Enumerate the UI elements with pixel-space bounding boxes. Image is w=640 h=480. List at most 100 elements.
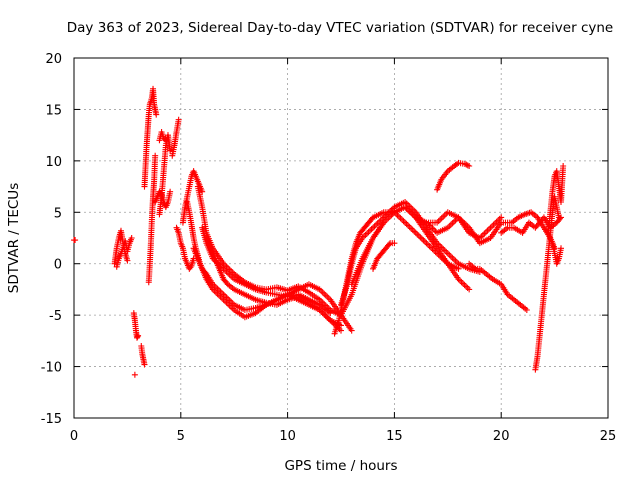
data-point [452,257,459,264]
data-point [141,361,148,368]
data-point [414,231,421,238]
data-point [450,218,457,225]
x-tick-label: 5 [177,429,185,444]
data-point [161,136,168,143]
data-point [440,213,447,220]
data-point [167,188,174,195]
data-point [327,310,334,317]
data-point [403,221,410,228]
data-point [449,220,456,227]
data-point [409,226,416,233]
data-point [366,227,373,234]
chart-title: Day 363 of 2023, Sidereal Day-to-day VTE… [67,20,613,36]
data-point [338,327,344,334]
x-tick-label: 20 [493,429,510,444]
data-point [435,218,442,225]
data-point [484,227,491,234]
data-point [162,137,169,144]
data-point [400,218,407,225]
data-point [490,221,497,228]
series-t20 [348,204,473,293]
data-point [463,283,470,290]
data-point [560,163,567,169]
data-point [321,290,328,297]
y-tick-label: 0 [54,258,62,273]
y-tick-label: 15 [45,103,62,118]
y-tick-label: -5 [49,309,62,324]
data-point [325,295,332,302]
x-axis-label: GPS time / hours [284,458,397,474]
data-point [153,111,160,118]
data-point [461,282,468,289]
series-t2 [113,235,135,270]
data-point [405,222,412,229]
data-point [365,229,372,236]
data-point [496,215,503,222]
data-point [421,238,428,245]
data-point [446,251,453,258]
data-point [454,160,461,167]
data-point [135,332,142,339]
data-point [523,307,530,313]
series-t30 [549,240,565,267]
data-point [175,116,182,123]
data-point [324,293,331,300]
data-point [403,200,410,207]
data-point [447,253,454,260]
tick-labels: 0 5 10 15 20 25 -15 -10 -5 0 5 10 15 20 [41,52,617,444]
data-point [423,240,430,247]
data-point [466,286,473,293]
axis-ticks [73,57,609,419]
data-point [489,223,496,230]
data-point [363,230,370,237]
data-point [443,248,450,255]
series-t24 [434,159,473,193]
x-tick-label: 10 [279,429,296,444]
data-point [399,216,406,223]
series-t5 [141,85,160,190]
data-point [128,235,135,241]
data-point [482,229,489,236]
data-point [391,240,398,247]
data-point [460,280,467,287]
data-point [556,215,563,222]
plot-frame [73,57,609,419]
series-t8 [156,132,174,218]
data-point [457,277,464,284]
data-point [441,247,448,254]
data-point [420,237,427,244]
series-t25 [466,260,530,313]
data-point [406,223,413,230]
data-point [418,235,425,242]
data-point [386,241,393,248]
data-point [124,257,131,264]
data-point [152,152,159,159]
series-t9 [156,129,169,144]
data-point [167,147,174,154]
data-point [402,219,409,226]
data-point [461,160,468,167]
data-point [449,254,456,261]
series-t19 [338,199,483,308]
data-point [555,214,562,221]
data-point [415,232,422,239]
data-point [397,215,404,222]
data-point [319,289,326,296]
series-t21 [370,240,398,272]
series-t3 [130,310,142,341]
data-point [485,226,492,233]
data-point [370,224,377,231]
data-point [558,245,565,252]
data-point [437,216,444,223]
series-t6 [145,152,159,286]
data-points [71,85,567,378]
data-point [412,229,419,236]
data-point [426,243,433,250]
data-point [199,188,206,195]
y-tick-label: 20 [45,52,62,67]
y-tick-label: -10 [41,361,62,376]
data-point [408,225,415,232]
data-point [481,230,488,237]
data-point [131,371,138,378]
